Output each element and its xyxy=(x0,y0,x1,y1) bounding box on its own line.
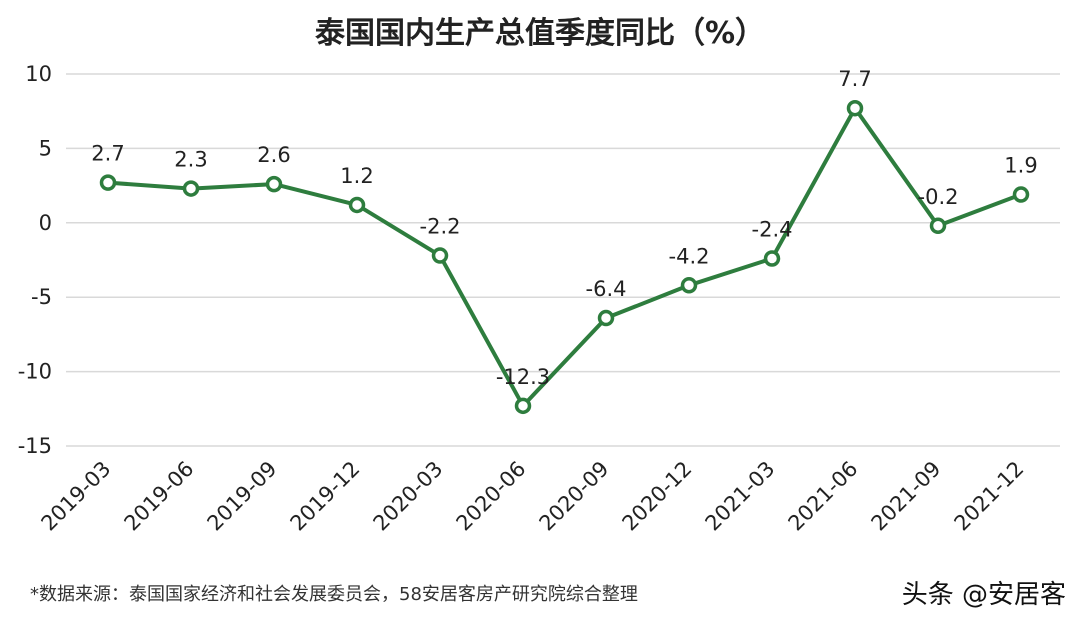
y-tick-label: 10 xyxy=(25,62,52,86)
x-tick-label: 2021-03 xyxy=(701,457,780,536)
data-point xyxy=(514,397,532,415)
data-point xyxy=(265,175,283,193)
x-tick-label: 2020-06 xyxy=(452,457,531,536)
x-tick-label: 2019-12 xyxy=(286,457,365,536)
data-point xyxy=(929,217,947,235)
data-point xyxy=(680,277,698,294)
data-label: -12.3 xyxy=(496,365,550,389)
y-tick-label: 0 xyxy=(39,211,52,235)
data-point xyxy=(763,250,781,267)
data-point xyxy=(846,99,864,117)
data-point xyxy=(597,309,615,327)
x-tick-label: 2019-03 xyxy=(37,457,116,536)
data-point xyxy=(182,180,200,197)
source-note: *数据来源：泰国国家经济和社会发展委员会，58安居客房产研究院综合整理 xyxy=(30,584,638,605)
data-point xyxy=(99,174,117,191)
grid-lines xyxy=(66,73,1060,447)
series-line xyxy=(106,106,1023,408)
data-label: 2.7 xyxy=(91,142,124,166)
data-label: -2.2 xyxy=(420,215,461,239)
y-axis: 10 5 0 -5 -10 -15 xyxy=(18,62,52,458)
data-point xyxy=(431,247,449,264)
x-tick-label: 2021-06 xyxy=(784,457,863,536)
data-label: -2.4 xyxy=(752,218,793,242)
y-tick-label: -10 xyxy=(18,360,52,384)
x-tick-label: 2019-06 xyxy=(120,457,199,536)
data-label: 1.9 xyxy=(1004,154,1037,178)
data-label: -0.2 xyxy=(918,185,959,209)
data-label: 1.2 xyxy=(340,164,373,188)
x-tick-label: 2019-09 xyxy=(203,457,282,536)
x-tick-label: 2020-03 xyxy=(369,457,448,536)
data-label: 2.3 xyxy=(174,148,207,172)
brand-watermark: 头条 @安居客 xyxy=(901,580,1066,610)
data-point xyxy=(348,196,366,214)
series-thailand-gdp xyxy=(99,99,1030,415)
x-tick-label: 2020-12 xyxy=(618,457,697,536)
chart-title: 泰国国内生产总值季度同比（%） xyxy=(314,16,766,51)
x-axis: 2019-03 2019-06 2019-09 2019-12 2020-03 2020-… xyxy=(37,457,1029,536)
y-tick-label: -15 xyxy=(18,434,52,458)
data-label: -4.2 xyxy=(669,244,710,268)
y-tick-label: -5 xyxy=(31,285,52,309)
data-label: 2.6 xyxy=(257,143,290,167)
data-labels: 2.7 2.3 2.6 1.2 -2.2 -12.3 -6.4 -4.2 -2.4 7.7 -0.2… xyxy=(91,67,1037,389)
x-tick-label: 2021-12 xyxy=(950,457,1029,536)
data-label: -6.4 xyxy=(586,277,627,301)
x-tick-label: 2020-09 xyxy=(535,457,614,536)
y-tick-label: 5 xyxy=(39,136,52,160)
x-tick-label: 2021-09 xyxy=(867,457,946,536)
data-point xyxy=(1012,186,1030,203)
data-label: 7.7 xyxy=(838,67,871,91)
